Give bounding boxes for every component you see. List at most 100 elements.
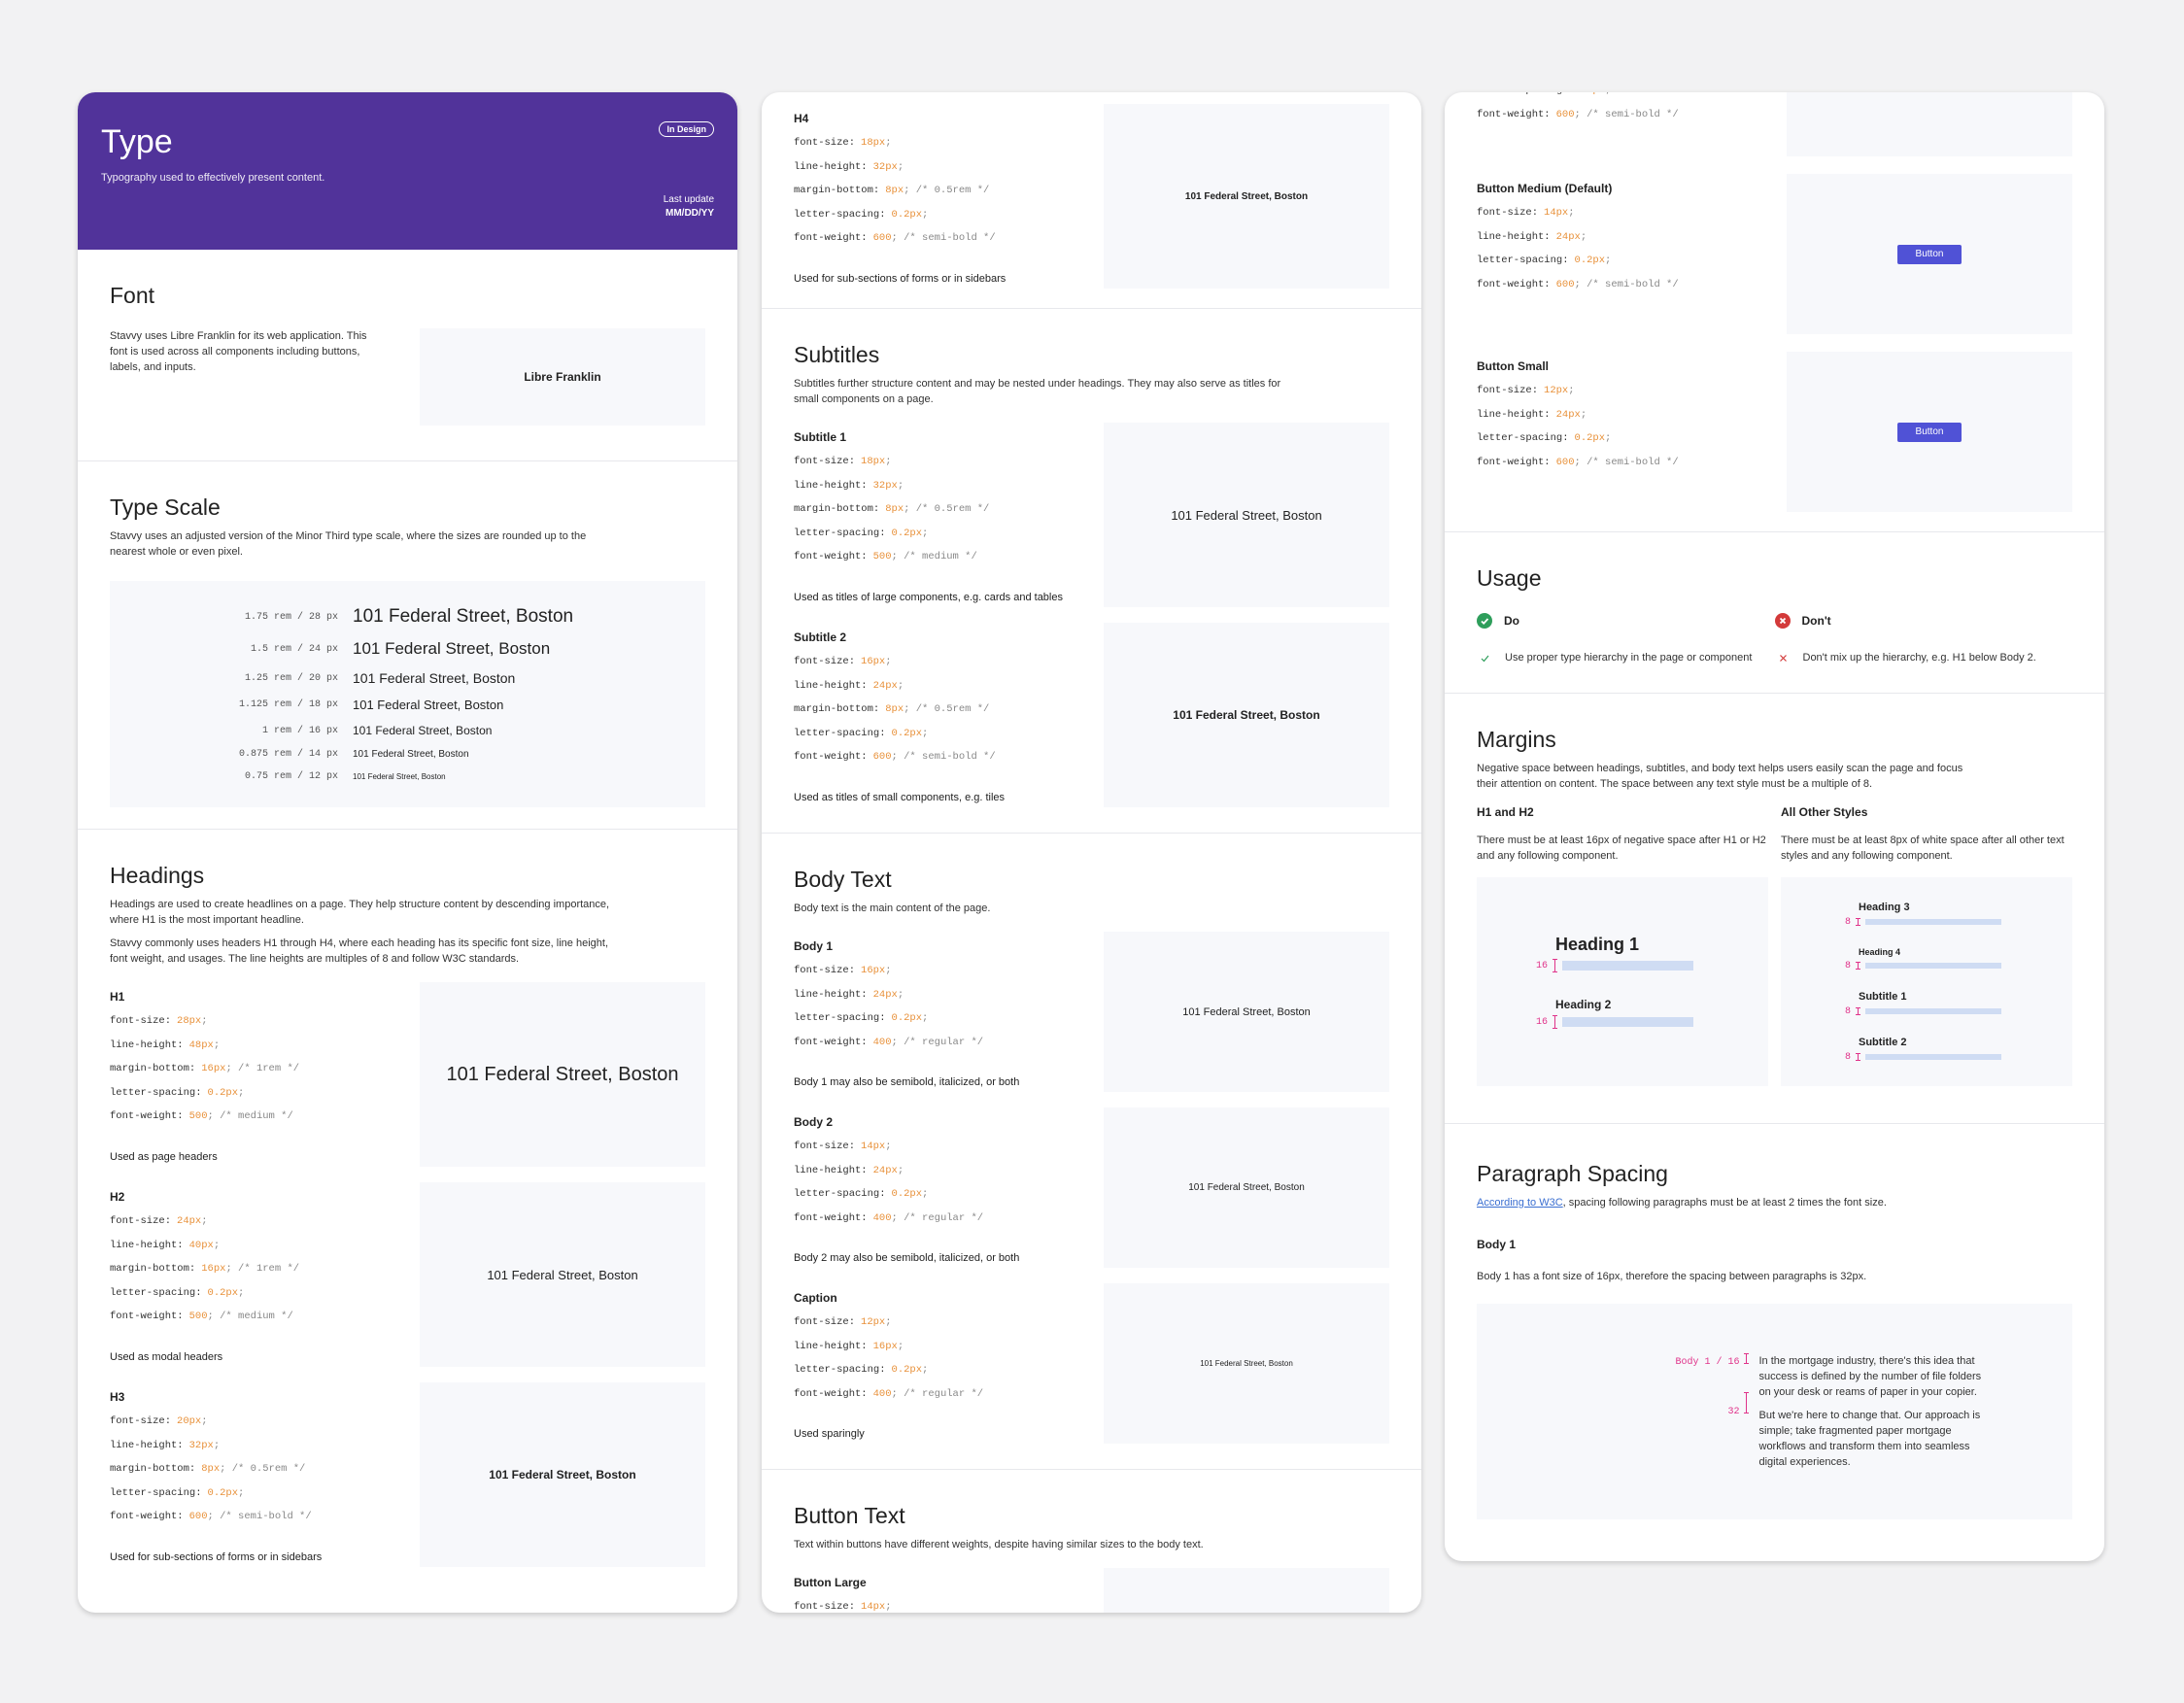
code-value: 8px	[885, 703, 904, 715]
margin-label: Subtitle 2	[1859, 1036, 1907, 1048]
code-line: letter-spacing: 0.2px;	[110, 1081, 401, 1106]
code-line: line-height: 32px;	[794, 474, 1085, 498]
margins-column: All Other Styles There must be at least 8…	[1781, 805, 2072, 1086]
code-line: letter-spacing: 0.2px;	[110, 1482, 401, 1506]
button: Button	[1897, 422, 1962, 442]
update-date: MM/DD/YY	[665, 208, 714, 219]
margin-value: 16	[1535, 1016, 1548, 1028]
code-key: letter-spacing:	[794, 727, 886, 739]
code-key: letter-spacing:	[794, 1012, 886, 1024]
code-key: font-size:	[110, 1215, 172, 1227]
code-value: 32px	[872, 160, 898, 173]
code-value: 0.2px	[207, 1486, 239, 1499]
code-key: margin-bottom:	[794, 703, 880, 715]
code-comment: ;	[922, 1364, 929, 1376]
code-comment: ;	[885, 137, 892, 149]
spec-block: Button Small font-size: 12px; line-height: 2…	[1477, 352, 2072, 512]
code-value: 16px	[201, 1263, 226, 1275]
spec-note: Used for sub-sections of forms or in sid…	[794, 273, 1007, 285]
spacing-gap: 32	[1557, 1392, 1750, 1470]
code-value: 0.2px	[891, 1364, 923, 1376]
code-value: 16px	[861, 656, 886, 667]
usage-label: Don't	[1801, 614, 1831, 628]
code-line: line-height: 16px;	[794, 1335, 1085, 1359]
usage-icon	[1774, 613, 1791, 629]
spacing-marker	[1743, 1353, 1749, 1364]
code-key: letter-spacing:	[794, 527, 886, 539]
code-line: margin-bottom: 8px; /* 0.5rem */	[794, 179, 1085, 203]
scale-sample: 101 Federal Street, Boston	[353, 606, 574, 627]
margin-value: 16	[1535, 960, 1548, 971]
code-comment: ;	[238, 1286, 245, 1299]
margin-item: Heading 3 8	[1833, 902, 2072, 928]
code-value: 0.2px	[1574, 255, 1606, 266]
preview-text: 101 Federal Street, Boston	[487, 1267, 638, 1282]
spec-text: Subtitle 1 font-size: 18px; line-height: 32p…	[794, 423, 1085, 607]
code-value: 14px	[861, 1141, 886, 1152]
usage-heading: Don't	[1774, 613, 2073, 629]
code-value: 28px	[177, 1015, 202, 1027]
section-text: Headings are used to create headlines on…	[110, 899, 610, 926]
code-value: 400	[872, 1036, 892, 1048]
code-comment: ;	[238, 1086, 245, 1099]
code-value: 0.2px	[1575, 92, 1606, 96]
margin-value: 8	[1844, 1051, 1851, 1063]
spec-text: H1 font-size: 28px; line-height: 48px; margin…	[110, 982, 401, 1167]
spec-block: Body 1 font-size: 16px; line-height: 24px; le…	[794, 932, 1389, 1092]
code-value: 32px	[188, 1439, 214, 1451]
code-line: letter-spacing: 0.2px;	[1477, 92, 1768, 103]
code-line: line-height: 32px;	[794, 155, 1085, 180]
code-key: font-size:	[794, 1316, 856, 1328]
preview: 101 Federal Street, Boston	[1104, 104, 1389, 289]
code-value: 500	[188, 1311, 208, 1322]
code-key: line-height:	[1477, 230, 1551, 243]
spacing-marker	[1856, 1007, 1860, 1015]
code-value: 600	[1555, 456, 1575, 468]
scale-sample: 101 Federal Street, Boston	[353, 670, 516, 686]
spec-text: Button Small font-size: 12px; line-height: 2…	[1477, 352, 1768, 512]
code-key: letter-spacing:	[794, 208, 886, 221]
code-value: 500	[872, 551, 892, 562]
margin-row: 16	[1530, 959, 1768, 972]
card: letter-spacing:0.2px; font-weight:600; /*…	[1445, 92, 2104, 1561]
page-subtitle: Typography used to effectively present c…	[101, 172, 325, 184]
section: Subtitles Subtitles further structure con…	[762, 309, 1421, 834]
code-value: 14px	[1544, 207, 1569, 219]
code-line: font-weight: 600; /* semi-bold */	[1477, 273, 1768, 297]
margin-bar	[1865, 919, 2001, 925]
code-comment: ;	[922, 527, 929, 539]
spacing-gap-text: 32	[1727, 1407, 1740, 1417]
code-value: 48px	[188, 1039, 214, 1051]
code-line: font-weight: 400; /* regular */	[794, 1207, 1085, 1231]
code-comment: ;	[922, 1012, 929, 1024]
code-line: font-size: 12px;	[1477, 379, 1768, 403]
spec-note: Used as modal headers	[110, 1351, 223, 1363]
code-value: 400	[872, 1387, 892, 1400]
code-key: font-size:	[794, 1601, 856, 1613]
code-line: line-height: 40px;	[110, 1234, 401, 1258]
code-value: 16px	[872, 1340, 898, 1352]
code-value: 24px	[177, 1215, 202, 1227]
spec-name: Button Small	[1477, 359, 1549, 373]
preview-text: 101 Federal Street, Boston	[1188, 1182, 1305, 1193]
margin-label: Subtitle 1	[1859, 990, 1907, 1003]
code-value: 600	[1555, 278, 1575, 290]
code-value: 32px	[872, 479, 898, 492]
code-key: line-height:	[794, 160, 868, 173]
code-key: font-weight:	[110, 1511, 184, 1522]
code-comment: ;	[201, 1015, 208, 1027]
code-line: font-size: 18px;	[794, 131, 1085, 155]
code-line: font-weight: 500; /* medium */	[110, 1305, 401, 1329]
spec-block: H1 font-size: 28px; line-height: 48px; margin…	[110, 982, 705, 1167]
code-line: margin-bottom: 16px; /* 1rem */	[110, 1057, 401, 1081]
code-line: line-height: 24px;	[794, 983, 1085, 1007]
code-key: font-size:	[794, 456, 856, 467]
code-comment: ; /* 1rem */	[225, 1063, 300, 1074]
link[interactable]: According to W3C	[1477, 1197, 1563, 1209]
preview-text: 101 Federal Street, Boston	[1171, 507, 1322, 523]
code-key: line-height:	[794, 679, 868, 692]
scale-label: 1.5 rem / 24 px	[250, 643, 338, 655]
code-key: font-size:	[794, 656, 856, 667]
code-key: line-height:	[1477, 408, 1551, 421]
